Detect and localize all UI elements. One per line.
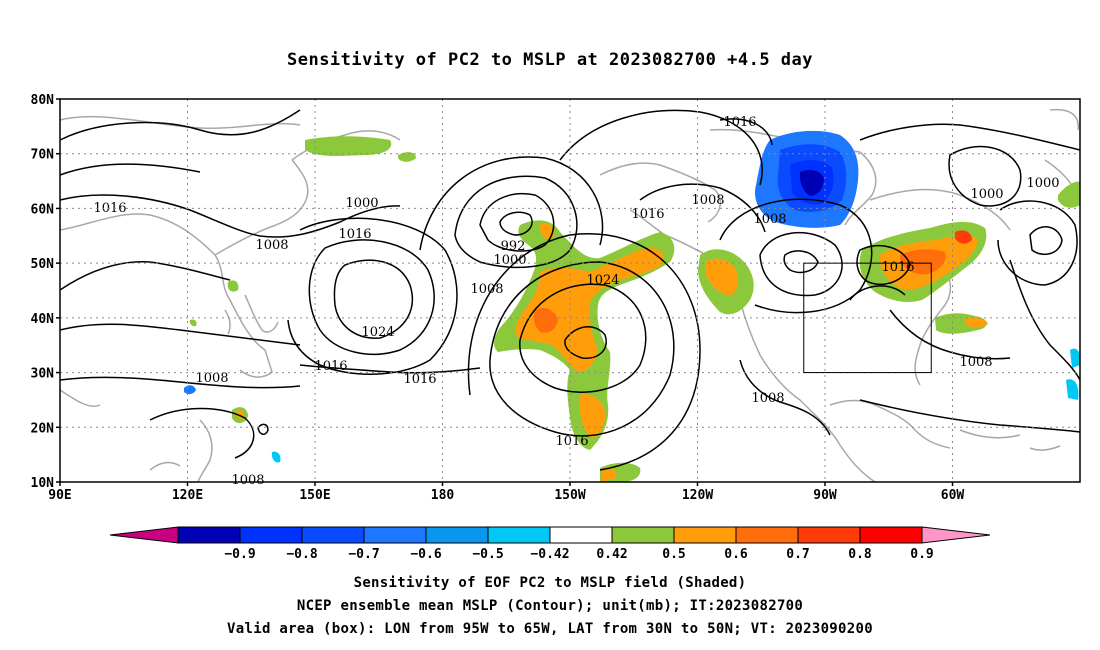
contour-label: 1016 xyxy=(881,260,914,275)
contour-label: 1008 xyxy=(751,391,784,406)
colorbar-segment xyxy=(487,526,551,544)
gridlines xyxy=(60,99,1080,482)
contour-label: 1008 xyxy=(753,212,786,227)
contour-label: 1000 xyxy=(1026,176,1059,191)
lon-tick-label: 90W xyxy=(813,488,837,503)
lon-tick-label: 60W xyxy=(941,488,965,503)
colorbar-high-triangle xyxy=(921,526,991,544)
lon-tick-label: 150W xyxy=(554,488,585,503)
latitude-axis: 80N 70N 60N 50N 40N 30N 20N 10N xyxy=(31,93,60,491)
lat-tick-label: 40N xyxy=(31,312,55,327)
contour-label: 1016 xyxy=(555,434,588,449)
contour-label: 1024 xyxy=(586,273,619,288)
lon-tick-label: 150E xyxy=(299,488,330,503)
colorbar-low-triangle xyxy=(109,526,179,544)
lon-tick-label: 120E xyxy=(172,488,203,503)
lat-tick-label: 30N xyxy=(31,367,55,382)
sensitivity-shading xyxy=(184,130,1081,482)
colorbar-segment xyxy=(177,526,241,544)
colorbar-tick-label: 0.42 xyxy=(596,547,627,562)
colorbar-tick-label: −0.42 xyxy=(530,547,569,562)
map-title: Sensitivity of PC2 to MSLP at 2023082700… xyxy=(286,50,813,70)
contour-label: 1016 xyxy=(631,207,664,222)
contour-labels: 1016 1000 1016 1008 992 1000 1016 1008 1… xyxy=(93,115,1059,488)
colorbar-tick-label: 0.6 xyxy=(724,547,748,562)
contour-label: 1024 xyxy=(361,325,394,340)
mslp-contours xyxy=(59,109,1081,471)
contour-label: 1008 xyxy=(231,473,264,488)
colorbar-tick-label: 0.9 xyxy=(910,547,933,562)
footer-line-3: Valid area (box): LON from 95W to 65W, L… xyxy=(227,621,873,637)
contour-label: 1008 xyxy=(470,282,503,297)
colorbar-segment xyxy=(735,526,799,544)
colorbar-segment xyxy=(301,526,365,544)
contour-label: 1008 xyxy=(195,371,228,386)
colorbar-segment xyxy=(239,526,303,544)
colorbar-tick-label: 0.5 xyxy=(662,547,685,562)
footer-line-1: Sensitivity of EOF PC2 to MSLP field (Sh… xyxy=(353,575,747,591)
colorbar-tick-label: −0.7 xyxy=(348,547,379,562)
colorbar-segment xyxy=(425,526,489,544)
colorbar-tick-label: −0.9 xyxy=(224,547,255,562)
lon-tick-label: 180 xyxy=(431,488,455,503)
longitude-axis: 90E 120E 150E 180 150W 120W 90W 60W xyxy=(48,482,964,503)
colorbar-segment xyxy=(549,526,613,544)
lat-tick-label: 80N xyxy=(31,93,55,108)
contour-label: 1016 xyxy=(403,372,436,387)
colorbar-tick-label: 0.7 xyxy=(786,547,809,562)
colorbar-tick-label: −0.5 xyxy=(472,547,503,562)
lat-tick-label: 50N xyxy=(31,257,55,272)
colorbar-segment xyxy=(611,526,675,544)
contour-label: 1000 xyxy=(970,187,1003,202)
colorbar-segment xyxy=(797,526,861,544)
lat-tick-label: 10N xyxy=(31,476,55,491)
contour-label: 1008 xyxy=(959,355,992,370)
contour-label: 992 xyxy=(501,239,526,254)
lat-tick-label: 20N xyxy=(31,421,55,436)
colorbar-segment xyxy=(859,526,923,544)
colorbar-tick-label: −0.6 xyxy=(410,547,441,562)
colorbar-tick-label: −0.8 xyxy=(286,547,317,562)
contour-label: 1000 xyxy=(493,253,526,268)
colorbar-segment xyxy=(673,526,737,544)
contour-label: 1016 xyxy=(314,359,347,374)
lat-tick-label: 70N xyxy=(31,148,55,163)
footer-line-2: NCEP ensemble mean MSLP (Contour); unit(… xyxy=(296,598,804,614)
contour-label: 1016 xyxy=(338,227,371,242)
valid-area-box xyxy=(803,262,932,374)
lat-tick-label: 60N xyxy=(31,202,55,217)
lon-tick-label: 90E xyxy=(48,488,71,503)
contour-label: 1008 xyxy=(255,238,288,253)
lon-tick-label: 120W xyxy=(682,488,713,503)
colorbar-segment xyxy=(363,526,427,544)
contour-label: 1016 xyxy=(723,115,756,130)
colorbar-tick-label: 0.8 xyxy=(848,547,872,562)
colorbar: −0.9 −0.8 −0.7 −0.6 −0.5 −0.42 0.42 0.5 0.6 0.7 0.… xyxy=(109,526,991,562)
contour-label: 1008 xyxy=(691,193,724,208)
contour-label: 1000 xyxy=(345,196,378,211)
